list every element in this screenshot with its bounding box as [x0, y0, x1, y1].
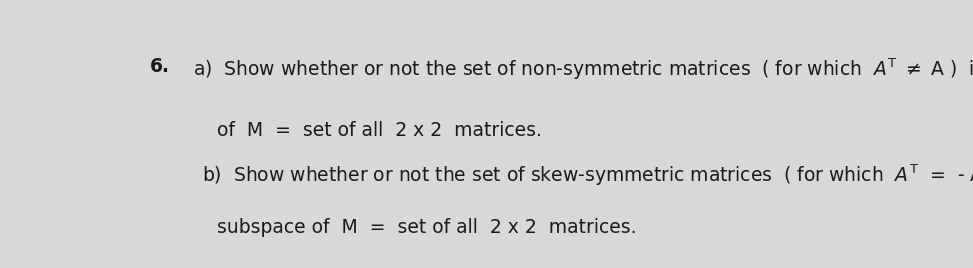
- Text: 6.: 6.: [150, 57, 170, 76]
- Text: b)  Show whether or not the set of skew-symmetric matrices  ( for which  $A^\mat: b) Show whether or not the set of skew-s…: [202, 162, 973, 188]
- Text: of  M  =  set of all  2 x 2  matrices.: of M = set of all 2 x 2 matrices.: [217, 121, 542, 140]
- Text: a)  Show whether or not the set of non-symmetric matrices  ( for which  $A^\math: a) Show whether or not the set of non-sy…: [194, 57, 973, 83]
- Text: subspace of  M  =  set of all  2 x 2  matrices.: subspace of M = set of all 2 x 2 matrice…: [217, 218, 636, 237]
